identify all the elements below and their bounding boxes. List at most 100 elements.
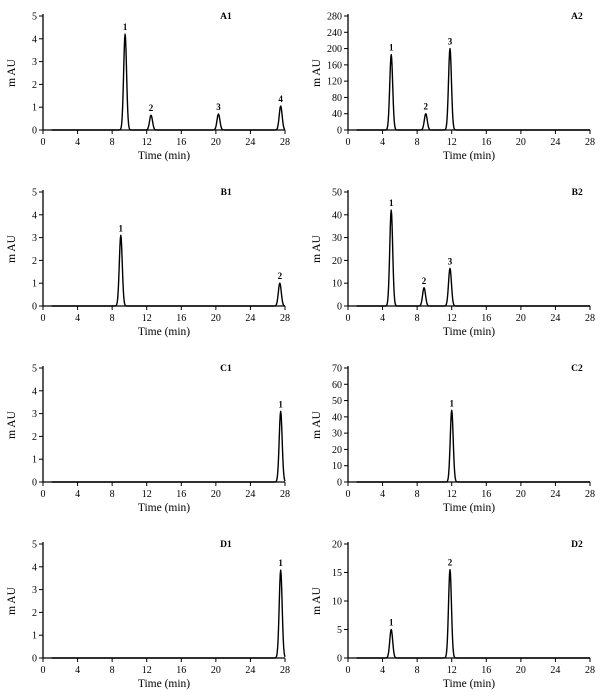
y-tick-label: 50 (332, 396, 342, 407)
trace-path (51, 410, 286, 483)
y-tick-label: 15 (332, 568, 342, 579)
x-tick-label: 0 (41, 313, 46, 324)
x-tick-label: 8 (415, 137, 420, 148)
y-tick-label: 3 (32, 57, 37, 68)
y-tick-label: 10 (332, 279, 342, 290)
panel-D2: 0 4 8 12 16 20 24 28 0 5 10 15 20 Time (min) m AU 1 2 D2 (310, 532, 600, 692)
x-axis-label: Time (min) (138, 502, 190, 514)
x-tick-label: 12 (142, 313, 152, 324)
y-tick-label: 280 (327, 12, 342, 23)
x-tick-label: 24 (245, 313, 255, 324)
x-tick-label: 0 (41, 489, 46, 500)
panel-label-B2: B2 (572, 188, 583, 198)
peak-label-2: 2 (424, 102, 429, 112)
y-tick-label: 1 (32, 631, 37, 642)
y-tick-label: 60 (332, 380, 342, 391)
peak-label-3: 3 (448, 256, 453, 266)
y-tick-label: 0 (32, 302, 37, 313)
y-tick-label: 4 (32, 34, 37, 45)
y-axis-label: m AU (311, 58, 323, 86)
x-tick-label: 20 (211, 489, 221, 500)
x-tick-label: 8 (415, 665, 420, 676)
y-tick-label: 200 (327, 44, 342, 55)
y-tick-label: 120 (327, 77, 342, 88)
x-tick-label: 8 (110, 313, 115, 324)
x-tick-label: 4 (380, 313, 385, 324)
y-tick-label: 3 (32, 233, 37, 244)
x-tick-label: 28 (585, 665, 595, 676)
panel-label-D2: D2 (571, 540, 583, 550)
x-tick-label: 28 (280, 489, 290, 500)
x-tick-label: 20 (211, 313, 221, 324)
y-tick-label: 3 (32, 409, 37, 420)
panel-label-B1: B1 (221, 188, 232, 198)
x-tick-label: 0 (41, 665, 46, 676)
chromatogram-C2: 0 4 8 12 16 20 24 28 0 10 20 30 40 50 60 70 Time (min) m … (311, 364, 595, 515)
x-tick-label: 0 (346, 665, 351, 676)
x-tick-label: 24 (550, 489, 560, 500)
peak-label-1: 1 (278, 399, 283, 409)
x-tick-label: 0 (41, 137, 46, 148)
x-tick-label: 12 (447, 489, 457, 500)
panel-label-A1: A1 (220, 12, 232, 22)
x-tick-label: 16 (481, 313, 491, 324)
peak-label-2: 2 (448, 558, 453, 568)
y-tick-label: 50 (332, 188, 342, 199)
panel-D1: 0 4 8 12 16 20 24 28 0 1 2 3 4 5 Time (min) m AU 1 D1 (5, 532, 295, 692)
x-tick-label: 16 (481, 489, 491, 500)
y-tick-label: 40 (332, 210, 342, 221)
y-tick-label: 5 (32, 364, 37, 375)
peak-label-2: 2 (422, 276, 427, 286)
peak-label-2: 2 (149, 103, 154, 113)
panel-A1: 0 4 8 12 16 20 24 28 0 1 2 3 4 5 Time (min) m AU 1 2 3 4 A1 (5, 4, 295, 164)
y-tick-label: 5 (337, 625, 342, 636)
y-tick-label: 2 (32, 608, 37, 619)
trace-path (356, 568, 591, 659)
x-tick-label: 20 (211, 137, 221, 148)
x-tick-label: 20 (516, 665, 526, 676)
x-axis-label: Time (min) (138, 326, 190, 338)
panel-C2: 0 4 8 12 16 20 24 28 0 10 20 30 40 50 60 70 Time (min) m … (310, 356, 600, 516)
x-tick-label: 24 (245, 489, 255, 500)
panel-label-A2: A2 (571, 12, 583, 22)
y-tick-label: 3 (32, 585, 37, 596)
y-tick-label: 2 (32, 80, 37, 91)
y-axis-label: m AU (311, 586, 323, 614)
y-tick-label: 20 (332, 445, 342, 456)
x-tick-label: 12 (447, 313, 457, 324)
x-tick-label: 4 (380, 665, 385, 676)
panel-B2: 0 4 8 12 16 20 24 28 0 10 20 30 40 50 Time (min) m AU 1 2… (310, 180, 600, 340)
x-tick-label: 16 (176, 489, 186, 500)
y-tick-label: 1 (32, 103, 37, 114)
x-tick-label: 8 (415, 313, 420, 324)
x-tick-label: 4 (75, 137, 80, 148)
peak-label-2: 2 (278, 271, 283, 281)
y-tick-label: 20 (332, 256, 342, 267)
y-tick-label: 5 (32, 12, 37, 23)
y-tick-label: 0 (337, 302, 342, 313)
y-tick-label: 0 (337, 478, 342, 489)
y-axis-label: m AU (6, 58, 18, 86)
peak-label-1: 1 (389, 618, 394, 628)
panel-label-C2: C2 (571, 364, 583, 374)
y-tick-label: 2 (32, 432, 37, 443)
x-tick-label: 4 (380, 489, 385, 500)
panel-A2: 0 4 8 12 16 20 24 28 0 40 80 120 160 200 240 280 Time (m… (310, 4, 600, 164)
y-tick-label: 5 (32, 188, 37, 199)
y-tick-label: 80 (332, 93, 342, 104)
peak-label-1: 1 (389, 198, 394, 208)
x-tick-label: 24 (550, 137, 560, 148)
y-tick-label: 10 (332, 597, 342, 608)
x-tick-label: 28 (585, 313, 595, 324)
x-tick-label: 8 (110, 137, 115, 148)
trace-path (51, 234, 286, 307)
x-tick-label: 24 (550, 665, 560, 676)
x-tick-label: 4 (75, 313, 80, 324)
y-tick-label: 5 (32, 540, 37, 551)
x-tick-label: 12 (447, 137, 457, 148)
x-axis-label: Time (min) (443, 678, 495, 690)
